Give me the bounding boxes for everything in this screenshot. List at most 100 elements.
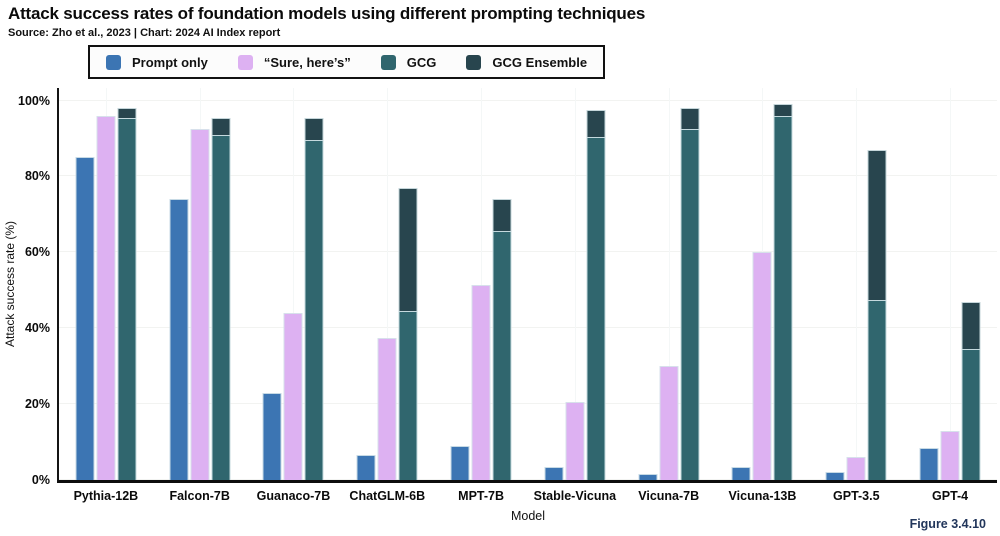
legend-swatch-icon — [380, 54, 396, 70]
x-tick-label: MPT-7B — [458, 489, 504, 503]
bar-prompt-only — [638, 474, 658, 480]
legend-label: Prompt only — [132, 54, 208, 70]
h-gridline — [59, 327, 997, 329]
bar-prompt-only — [356, 455, 376, 480]
legend-item: GCG — [380, 54, 436, 70]
h-gridline — [59, 403, 997, 405]
y-tick-label: 20% — [24, 397, 50, 412]
legend-item: “Sure, here’s” — [237, 54, 351, 70]
x-tick-label: ChatGLM-6B — [349, 489, 426, 503]
bar-group: GPT-4 — [903, 88, 997, 503]
bar-sure-heres — [752, 252, 772, 480]
bar-gcg — [398, 311, 418, 480]
legend-swatch-icon — [237, 54, 253, 70]
x-tick-label: Falcon-7B — [169, 489, 230, 503]
v-gridline — [856, 88, 858, 480]
h-gridline — [59, 251, 997, 253]
y-tick-label: 0% — [31, 473, 50, 487]
bar-gcg — [492, 231, 512, 480]
bar-prompt-only — [169, 199, 189, 480]
bars — [731, 88, 793, 480]
h-gridline — [59, 175, 997, 177]
v-gridline — [668, 88, 670, 480]
bar-gcg-slot — [211, 88, 231, 480]
bar-sure-heres — [940, 430, 960, 480]
bar-gcg — [773, 115, 793, 480]
x-axis-title: Model — [510, 509, 546, 523]
bar-gcg-slot — [117, 88, 137, 480]
legend-swatch-icon — [466, 54, 482, 70]
bars — [262, 88, 324, 480]
h-gridline — [59, 99, 997, 101]
bar-group: Pythia-12B — [59, 88, 153, 503]
v-gridline — [481, 88, 483, 480]
bar-gcg — [586, 136, 606, 480]
v-gridline — [950, 88, 952, 480]
v-gridline — [574, 88, 576, 480]
bar-prompt-only — [544, 466, 564, 480]
x-tick-label: Guanaco-7B — [256, 489, 331, 503]
bar-prompt-only — [262, 392, 282, 480]
bars — [169, 88, 231, 480]
legend-label: “Sure, here’s” — [263, 54, 351, 70]
figure-number: Figure 3.4.10 — [909, 517, 986, 531]
x-tick-label: GPT-4 — [932, 489, 969, 503]
legend-swatch-icon — [106, 54, 121, 70]
bar-group: ChatGLM-6B — [340, 88, 434, 503]
bar-sure-heres — [377, 337, 397, 480]
plot-area: Attack success rate (%) Model 0% 20% 40% 60… — [3, 88, 997, 523]
bar-prompt-only — [825, 472, 845, 480]
y-tick-label: 100% — [18, 93, 50, 108]
source-note: Source: Zho et al., 2023 | Chart: 2024 A… — [8, 27, 281, 39]
bar-gcg — [211, 134, 231, 480]
x-tick-label: Pythia-12B — [73, 489, 139, 503]
bar-sure-heres — [283, 313, 303, 480]
h-gridline — [59, 479, 997, 480]
bars — [638, 88, 700, 480]
bar-gcg — [867, 299, 887, 480]
bar-sure-heres — [190, 129, 210, 480]
bar-sure-heres — [846, 457, 866, 480]
bars — [75, 88, 137, 480]
bars — [919, 88, 981, 480]
bar-gcg-slot — [492, 88, 512, 480]
bar-sure-heres — [659, 366, 679, 480]
bar-gcg — [117, 117, 137, 480]
y-tick-label: 60% — [24, 245, 50, 260]
x-tick-label: Vicuna-13B — [728, 489, 797, 503]
v-gridline — [293, 88, 295, 480]
bar-prompt-only — [450, 445, 470, 480]
bar-gcg-slot — [586, 88, 606, 480]
bar-gcg-slot — [867, 88, 887, 480]
bars — [356, 88, 418, 480]
bars — [825, 88, 887, 480]
legend-label: GCG Ensemble — [492, 54, 588, 70]
bar-gcg — [304, 140, 324, 480]
bar-gcg-slot — [961, 88, 981, 480]
bar-group: MPT-7B — [434, 88, 528, 503]
legend-item: GCG Ensemble — [466, 54, 588, 70]
x-tick-label: Stable-Vicuna — [533, 489, 617, 503]
bar-prompt-only — [919, 447, 939, 480]
x-tick-label: GPT-3.5 — [833, 489, 880, 503]
bar-group: Stable-Vicuna — [528, 88, 622, 503]
bar-gcg — [680, 129, 700, 480]
bar-prompt-only — [731, 466, 751, 480]
x-tick-label: Vicuna-7B — [638, 489, 700, 503]
bar-group: Vicuna-13B — [716, 88, 810, 503]
legend-item: Prompt only — [106, 54, 208, 70]
bars — [544, 88, 606, 480]
bar-gcg-slot — [680, 88, 700, 480]
v-gridline — [387, 88, 389, 480]
bar-gcg-slot — [773, 88, 793, 480]
bar-group: Falcon-7B — [153, 88, 247, 503]
bar-gcg-slot — [398, 88, 418, 480]
bar-group: GPT-3.5 — [809, 88, 903, 503]
bar-sure-heres — [96, 115, 116, 480]
bar-gcg — [961, 349, 981, 480]
chart-title: Attack success rates of foundation model… — [8, 4, 646, 23]
bar-gcg-slot — [304, 88, 324, 480]
legend: Prompt only “Sure, here’s” GCG GCG Ensemble — [88, 45, 606, 79]
bar-group: Guanaco-7B — [247, 88, 341, 503]
